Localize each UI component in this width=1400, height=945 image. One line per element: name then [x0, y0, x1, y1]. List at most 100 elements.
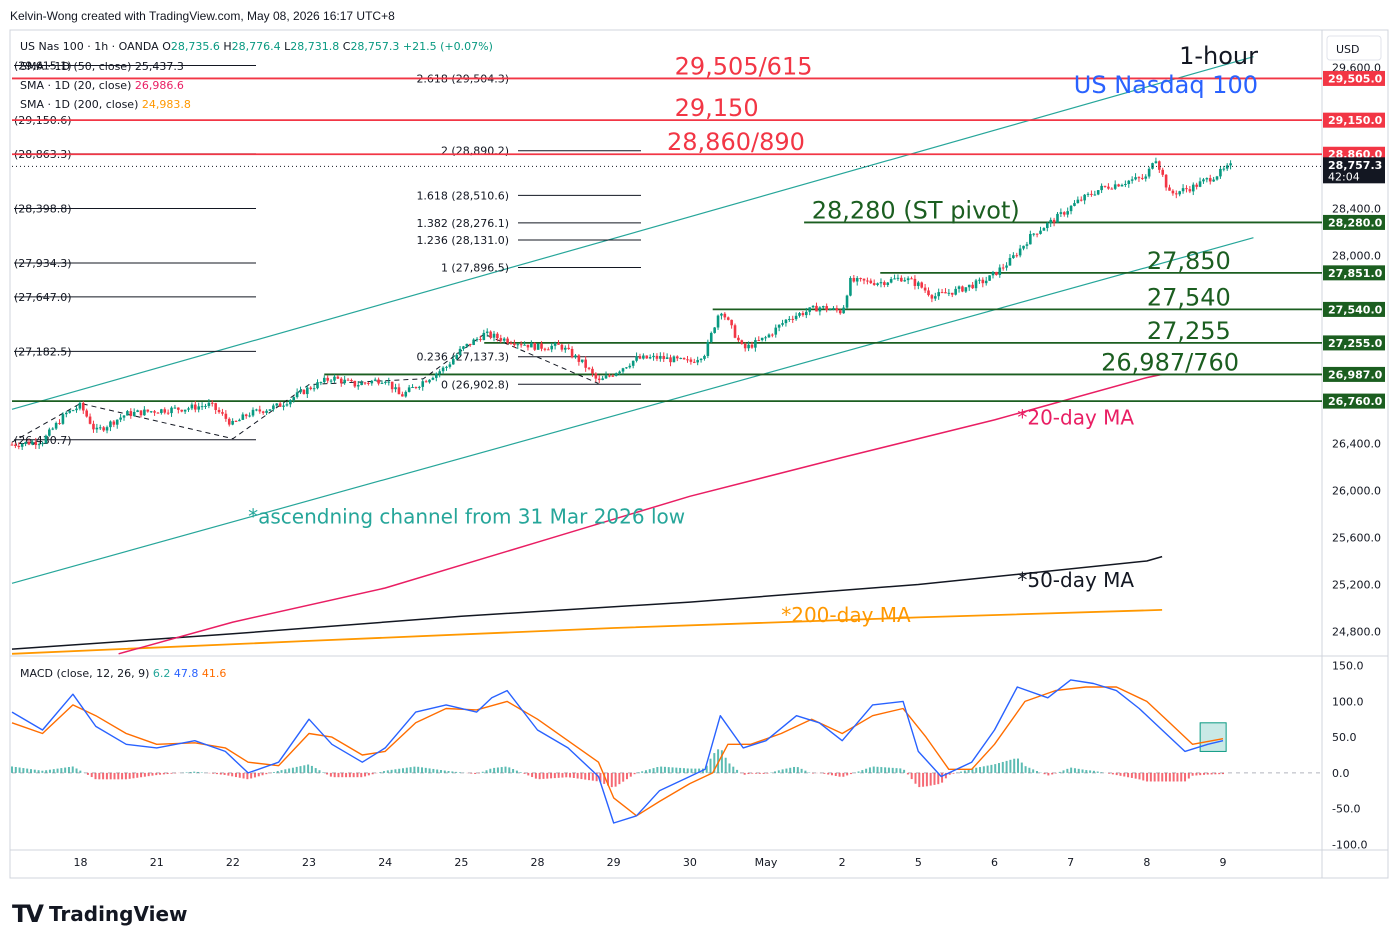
candle-body — [1117, 184, 1120, 187]
candle-body — [686, 359, 689, 361]
price-axis-badge-label: 26,987.0 — [1328, 368, 1383, 381]
candle-body — [866, 280, 869, 282]
fib-left-label: (28,398.8) — [14, 202, 72, 215]
candle-body — [435, 373, 438, 378]
candle-body — [397, 387, 401, 395]
price-axis-tick-label: 28,400.0 — [1332, 202, 1381, 215]
time-axis-tick-label: 30 — [683, 856, 697, 869]
candle-body — [272, 405, 275, 410]
price-axis[interactable]: 24,800.0 25,200.0 25,600.0 26,000.0 26,400.0… — [1332, 61, 1381, 638]
candle-body — [363, 382, 367, 384]
candle-body — [631, 360, 635, 366]
candle-body — [679, 357, 683, 359]
time-axis[interactable]: 18 21 22 23 24 25 28 29 30 May 2 5 6 7 8 9 — [74, 856, 1227, 869]
candle-body — [984, 280, 988, 284]
candle-body — [350, 380, 353, 382]
candle-body — [1158, 161, 1161, 170]
macd-axis-tick-label: 50.0 — [1332, 731, 1357, 744]
candle-body — [54, 422, 58, 429]
candle-body — [1100, 185, 1103, 191]
candle-body — [516, 344, 520, 346]
candle-body — [1090, 193, 1093, 195]
candle-body — [1134, 177, 1137, 180]
candle-body — [322, 377, 326, 383]
level-label: 28,280 (ST pivot) — [812, 196, 1020, 224]
candle-body — [238, 419, 241, 422]
candle-body — [343, 379, 346, 384]
candle-body — [750, 344, 754, 348]
macd-title: MACD (close, 12, 26, 9) — [20, 667, 153, 680]
candle-body — [696, 360, 699, 363]
candle-body — [289, 400, 292, 405]
candle-body — [754, 340, 757, 348]
candle-body — [574, 355, 577, 358]
candle-body — [1113, 184, 1117, 189]
candle-body — [1001, 267, 1005, 269]
candle-body — [265, 410, 268, 413]
candle-body — [302, 389, 306, 395]
brand-logo[interactable]: TV TradingView — [12, 900, 188, 928]
time-axis-tick-label: 7 — [1067, 856, 1074, 869]
candle-body — [299, 389, 302, 393]
fib-mid-label: 1.382 (28,276.1) — [416, 217, 509, 230]
price-axis-tick-label: 28,000.0 — [1332, 249, 1381, 262]
candle-body — [458, 348, 462, 355]
price-candles[interactable] — [10, 157, 1232, 450]
candle-body — [68, 410, 72, 413]
candle-body — [723, 313, 727, 318]
candle-body — [859, 278, 862, 280]
candle-body — [102, 427, 105, 431]
time-axis-tick-label: 24 — [378, 856, 392, 869]
candle-body — [475, 338, 479, 340]
candle-body — [285, 404, 289, 406]
candle-body — [98, 427, 102, 429]
candle-body — [1110, 188, 1114, 190]
candle-body — [794, 315, 798, 320]
time-axis-tick-label: 21 — [150, 856, 164, 869]
legend-ohlc-key: C — [343, 40, 351, 53]
macd-axis[interactable]: 150.0 100.0 50.0 0.0 -50.0 -100.0 — [1332, 660, 1367, 852]
candle-body — [923, 287, 927, 291]
currency-button[interactable] — [1326, 35, 1382, 61]
candle-body — [974, 280, 978, 289]
candle-body — [41, 443, 44, 445]
macd-axis-tick-label: 0.0 — [1332, 767, 1350, 780]
candle-body — [282, 405, 285, 407]
candle-body — [292, 397, 296, 401]
candle-body — [743, 343, 747, 349]
fib-mid-label: 1.236 (28,131.0) — [416, 234, 509, 247]
candle-body — [492, 333, 496, 338]
macd-signal-value: 41.6 — [202, 667, 227, 680]
legend-sma-label: SMA · 1D (200, close) — [20, 98, 142, 111]
candle-body — [940, 292, 944, 294]
candle-body — [1073, 203, 1076, 206]
chart-legend[interactable]: US Nas 100 · 1h · OANDA O28,735.6 H28,77… — [20, 40, 493, 111]
candle-body — [149, 411, 153, 413]
candle-body — [828, 309, 832, 311]
candle-body — [811, 305, 815, 308]
candle-body — [479, 338, 482, 341]
legend-sma-value: 26,986.6 — [135, 79, 184, 92]
price-axis-badge-label: 29,150.0 — [1328, 114, 1383, 127]
candle-body — [309, 387, 313, 389]
candle-body — [119, 417, 122, 420]
price-axis-tick-label: 26,400.0 — [1332, 437, 1381, 450]
candle-body — [462, 346, 465, 349]
candle-body — [577, 355, 581, 362]
legend-sma-value: 25,437.3 — [135, 60, 184, 73]
candle-body — [747, 344, 750, 349]
candle-body — [1046, 223, 1049, 229]
macd-pane[interactable]: MACD (close, 12, 26, 9) 6.2 47.8 41.6 — [11, 667, 1322, 788]
candle-body — [24, 441, 27, 445]
candle-body — [553, 342, 557, 346]
candle-body — [737, 337, 740, 341]
candle-body — [655, 355, 659, 359]
candle-body — [703, 355, 706, 359]
candle-body — [937, 292, 940, 297]
legend-ohlc-value: 28,757.3 — [350, 40, 402, 53]
candle-body — [849, 277, 852, 296]
candle-body — [886, 282, 890, 286]
candle-body — [967, 284, 971, 288]
candle-body — [669, 357, 672, 363]
